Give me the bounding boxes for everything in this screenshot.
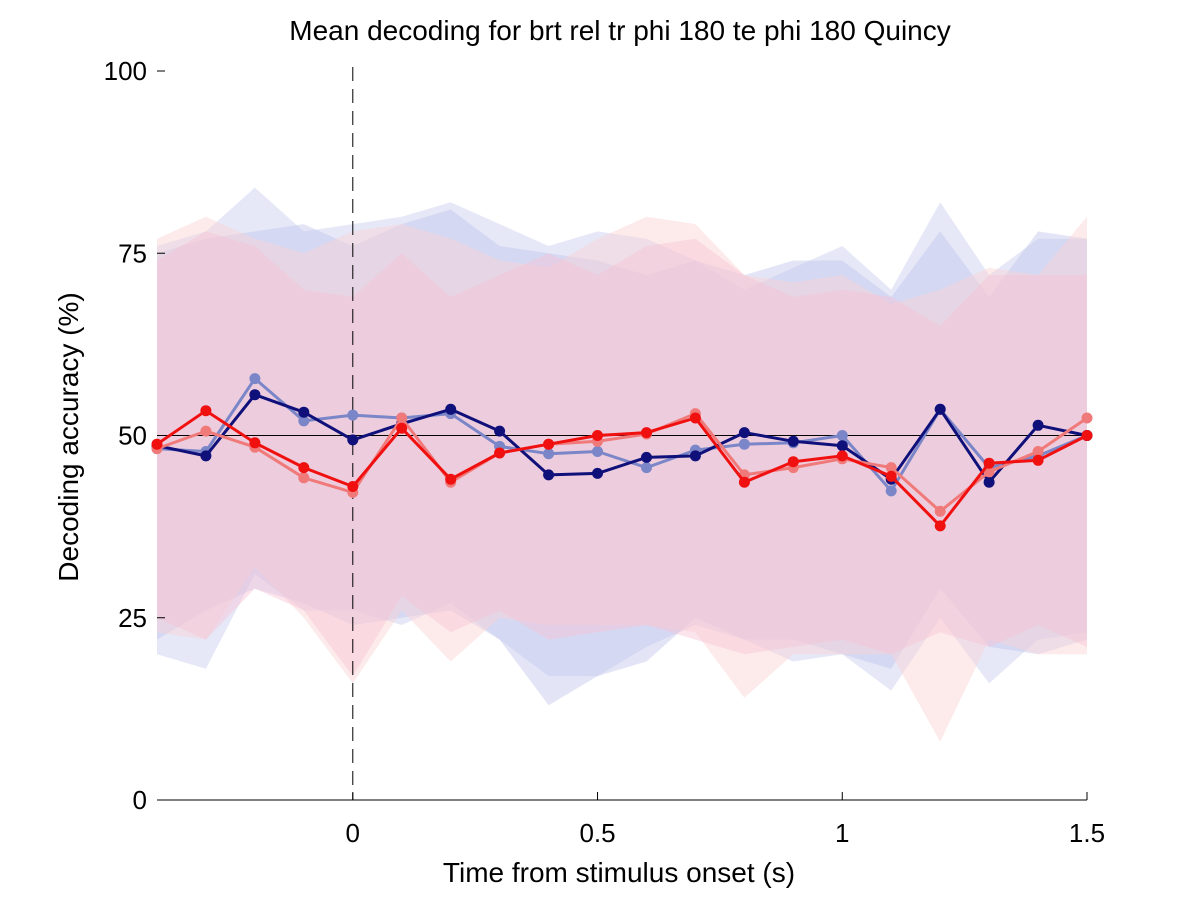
series-lines <box>151 373 1093 532</box>
series-4-point <box>689 412 701 424</box>
series-3-confidence-band <box>157 216 1087 742</box>
series-2-point <box>347 434 359 446</box>
series-4-point <box>445 473 457 485</box>
series-3-point <box>396 412 408 424</box>
series-2-point <box>738 427 750 439</box>
series-2-point <box>494 425 506 437</box>
series-3-point <box>934 505 946 517</box>
series-4-point <box>641 427 652 439</box>
confidence-bands <box>157 187 1087 742</box>
series-1-point <box>249 373 261 385</box>
series-4-point <box>983 457 995 469</box>
y-tick-label: 50 <box>118 421 147 451</box>
series-1-point <box>738 438 750 450</box>
series-3-point <box>1081 412 1093 424</box>
series-1-point <box>347 409 359 421</box>
series-1-point <box>592 446 603 457</box>
chart-title: Mean decoding for brt rel tr phi 180 te … <box>289 15 951 46</box>
series-4-point <box>249 437 261 449</box>
series-4-point <box>543 438 555 450</box>
series-2-point <box>200 450 212 462</box>
series-4-point <box>298 462 310 474</box>
series-4-point <box>836 450 848 462</box>
x-tick-label: 1.5 <box>1069 818 1105 848</box>
series-1-point <box>885 485 897 497</box>
x-axis-title: Time from stimulus onset (s) <box>443 857 795 888</box>
x-tick-label: 0.5 <box>579 818 615 848</box>
series-4-line <box>156 409 1088 528</box>
series-3-point <box>200 425 212 437</box>
axes: 0 0.5 1 1.5 0 25 50 75 100 <box>104 56 1105 848</box>
series-2-point <box>445 403 457 415</box>
y-axis-title: Decoding accuracy (%) <box>53 292 84 581</box>
series-4-point <box>347 481 359 492</box>
series-4 <box>151 405 1093 532</box>
series-2-point <box>1032 419 1044 431</box>
series-3-point <box>885 462 897 474</box>
series-2-point <box>836 440 848 452</box>
series-2-point <box>592 467 603 479</box>
y-tick-label: 75 <box>118 238 147 268</box>
series-2-point <box>934 403 946 415</box>
series-2-point <box>298 406 310 418</box>
series-2-point <box>787 435 799 447</box>
series-1-point <box>641 462 652 474</box>
x-tick-label: 1 <box>835 818 849 848</box>
series-4-point <box>1081 430 1093 441</box>
series-4-point <box>738 476 750 488</box>
series-1-point <box>298 415 310 427</box>
series-4-point <box>934 520 946 532</box>
series-4-point <box>592 430 603 441</box>
series-3-point <box>1032 446 1044 457</box>
series-4-point <box>787 456 799 468</box>
series-1-point <box>836 430 848 441</box>
series-4-point <box>885 470 897 482</box>
series-2-point <box>689 450 701 462</box>
series-2-point <box>641 451 652 463</box>
series-3-line <box>156 412 1088 513</box>
series-2-point <box>543 469 555 481</box>
series-4-confidence-band <box>157 231 1087 677</box>
series-2-confidence-band <box>157 209 1087 706</box>
series-4-point <box>151 438 163 450</box>
series-2-point <box>249 389 261 401</box>
series-4-point <box>396 422 408 434</box>
series-3-point <box>298 472 310 484</box>
series-4-point <box>200 405 212 417</box>
y-tick-label: 0 <box>133 785 147 815</box>
series-2-point <box>983 476 995 488</box>
series-4-point <box>494 447 506 459</box>
series-2-line <box>156 393 1088 484</box>
x-tick-label: 0 <box>346 818 360 848</box>
y-tick-label: 25 <box>118 603 147 633</box>
y-tick-label: 100 <box>104 56 147 86</box>
series-1-point <box>543 448 555 460</box>
series-4-point <box>1032 454 1044 466</box>
